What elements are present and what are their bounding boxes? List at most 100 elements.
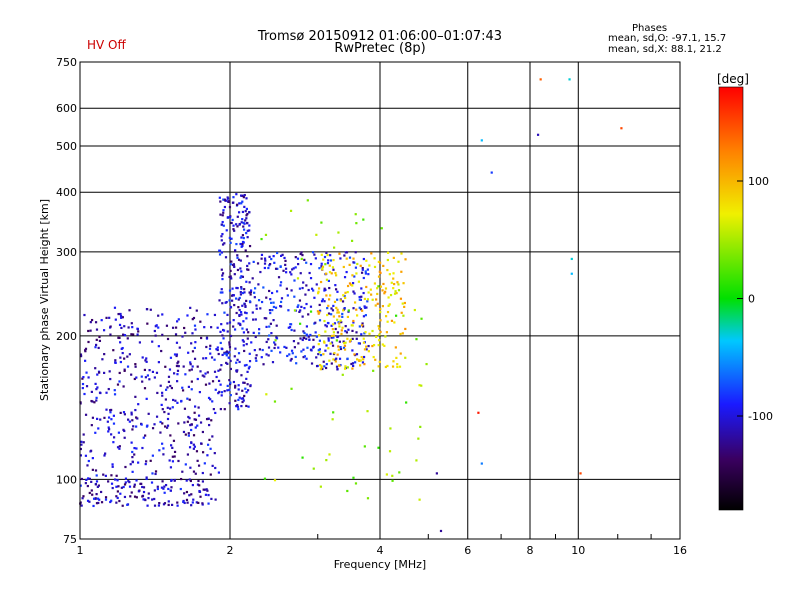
data-point (237, 408, 240, 411)
data-point (347, 328, 350, 331)
data-point (377, 344, 380, 347)
data-point (233, 265, 236, 269)
data-point (164, 398, 167, 401)
data-point (335, 339, 338, 342)
data-point (343, 276, 347, 279)
data-point (298, 287, 302, 290)
data-point (220, 268, 223, 271)
data-point (191, 318, 194, 321)
data-point (96, 373, 99, 376)
data-point (237, 322, 240, 325)
data-point (570, 272, 573, 275)
data-point (120, 486, 123, 489)
data-point (236, 403, 239, 407)
data-point (370, 252, 373, 255)
data-point (87, 459, 90, 463)
data-point (176, 362, 179, 365)
data-point (332, 258, 335, 262)
data-point (197, 479, 200, 483)
data-point (252, 331, 255, 334)
data-point (311, 251, 315, 254)
data-point (362, 291, 365, 295)
data-point (108, 316, 111, 319)
data-point (327, 298, 331, 301)
data-point (121, 504, 124, 507)
data-point (343, 344, 347, 347)
data-point (243, 394, 246, 398)
data-point (214, 411, 217, 415)
data-point (353, 301, 357, 304)
data-point (144, 498, 147, 502)
data-point (112, 436, 116, 439)
data-point (325, 251, 328, 255)
data-point (107, 426, 110, 429)
data-point (264, 233, 268, 236)
data-point (378, 360, 381, 363)
data-point (317, 290, 320, 293)
data-point (97, 427, 100, 430)
data-point (361, 361, 365, 364)
data-point (79, 501, 82, 504)
data-point (366, 300, 369, 303)
data-point (160, 486, 164, 489)
data-point (344, 251, 347, 254)
data-point (94, 497, 97, 500)
data-point (91, 416, 95, 419)
data-point (171, 326, 175, 329)
data-point (242, 228, 246, 231)
data-point (221, 272, 225, 275)
data-point (398, 471, 401, 474)
data-point (336, 353, 339, 356)
data-point (283, 345, 286, 349)
y-axis-label: Stationary phase Virtual Height [km] (38, 199, 51, 401)
data-point (253, 296, 256, 299)
data-point (122, 385, 125, 388)
data-point (327, 312, 331, 315)
data-point (204, 493, 208, 496)
data-point (359, 359, 362, 362)
data-point (261, 348, 264, 352)
data-point (303, 355, 307, 358)
data-point (197, 501, 200, 505)
data-point (376, 287, 379, 290)
data-point (82, 376, 85, 379)
data-point (420, 384, 423, 387)
data-point (333, 300, 337, 304)
data-point (131, 456, 134, 459)
data-point (334, 360, 337, 363)
data-point (131, 460, 134, 463)
data-point (255, 304, 258, 307)
data-point (186, 501, 189, 504)
data-point (135, 376, 138, 379)
data-point (245, 363, 248, 367)
data-point (260, 253, 264, 257)
data-point (203, 462, 206, 465)
data-point (158, 449, 161, 452)
data-point (241, 200, 244, 203)
data-point (384, 335, 387, 338)
data-point (117, 312, 120, 316)
data-point (248, 300, 252, 303)
data-point (352, 261, 355, 264)
data-point (346, 291, 349, 294)
data-point (92, 504, 95, 508)
data-point (334, 358, 337, 361)
data-point (133, 483, 136, 486)
data-point (199, 320, 202, 323)
data-point (211, 380, 215, 383)
data-point (203, 488, 207, 491)
data-point (82, 441, 85, 444)
data-point (361, 268, 364, 271)
data-point (145, 425, 149, 428)
data-point (249, 289, 253, 292)
data-point (273, 261, 276, 264)
data-point (207, 396, 211, 400)
data-point (345, 331, 349, 334)
data-point (417, 437, 420, 440)
data-point (309, 262, 313, 266)
data-point (223, 242, 226, 245)
data-point (316, 292, 320, 295)
x-tick-label: 1 (77, 544, 84, 557)
colorbar-tick-label: 0 (748, 293, 755, 306)
data-point (172, 372, 176, 375)
